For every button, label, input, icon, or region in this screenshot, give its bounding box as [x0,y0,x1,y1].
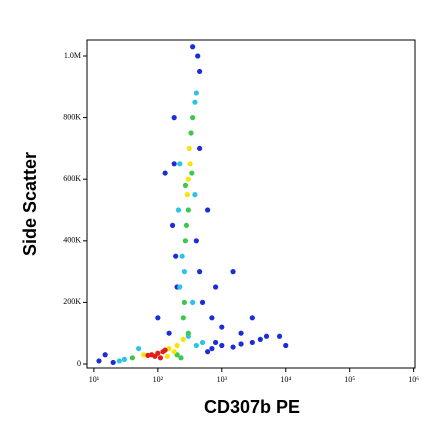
data-point [166,330,172,336]
data-point [171,115,177,121]
data-point [102,352,108,358]
y-tick-label: 800K [63,112,81,121]
data-point [195,53,201,59]
data-point [182,238,189,244]
y-axis-title: Side Scatter [20,152,40,256]
data-point [152,353,158,359]
data-point [213,284,219,290]
x-tick-label: 10² [153,375,164,384]
data-point [175,207,182,213]
data-point [162,347,168,353]
data-point [197,145,203,152]
data-point [185,330,191,336]
data-point [164,353,170,359]
data-point [209,345,215,352]
data-point [135,345,142,352]
data-point [190,44,196,50]
data-point [129,355,136,361]
data-point [177,284,183,290]
data-point [199,339,206,346]
data-point [205,349,211,355]
data-point [230,344,236,350]
data-point [169,222,176,229]
data-point [185,207,191,213]
data-point [197,68,203,75]
data-point [116,358,122,364]
data-point [186,145,192,152]
data-point [193,238,199,244]
data-point [199,299,206,305]
x-tick-label: 10⁵ [344,375,355,384]
data-point [219,324,225,330]
data-point [257,336,263,342]
data-point [157,355,164,361]
x-tick-label: 10⁶ [408,375,419,384]
data-point [121,356,128,362]
data-point [263,333,270,339]
data-point [188,130,194,136]
x-axis-title: CD307b PE [204,397,300,417]
data-point [155,315,161,321]
data-point [141,352,147,358]
data-point [173,253,179,259]
data-point [238,330,244,336]
data-point [166,345,172,352]
data-point [189,170,195,176]
data-point [192,99,198,105]
data-point [192,192,198,198]
data-point [177,161,183,167]
data-point [180,315,186,321]
data-point [193,90,199,96]
y-tick-label: 0 [77,359,81,368]
data-point [171,349,177,355]
x-tick-label: 10³ [217,375,228,384]
data-point [276,333,283,339]
data-point [180,336,186,342]
data-point [213,339,219,346]
y-tick-label: 200K [63,297,81,306]
data-point [249,339,255,346]
data-point [145,352,151,358]
data-point [182,182,189,188]
y-tick-label: 1.0M [64,51,81,60]
plot-frame [86,39,416,369]
data-point [185,176,191,182]
data-point [171,161,177,167]
data-point [230,269,236,275]
data-point [249,315,255,321]
data-point [181,299,187,305]
data-point [197,269,203,275]
data-point [190,299,196,305]
data-point [238,341,244,347]
y-tick-label: 600K [63,174,81,183]
data-point [209,315,215,321]
data-point [178,355,184,361]
data-point [190,115,196,121]
data-point [181,269,187,275]
data-point [193,342,199,349]
data-point [183,222,190,229]
data-point [110,359,116,366]
x-tick-label: 10⁴ [280,375,291,384]
data-point [174,342,180,349]
data-point [184,192,191,198]
data-point [205,207,211,213]
data-point [96,358,102,364]
data-point [283,342,289,349]
data-point [162,170,168,176]
y-tick-label: 400K [63,236,81,245]
x-tick-label: 10¹ [89,375,100,384]
data-point [219,342,225,349]
data-point [187,161,193,167]
data-point [179,253,185,259]
